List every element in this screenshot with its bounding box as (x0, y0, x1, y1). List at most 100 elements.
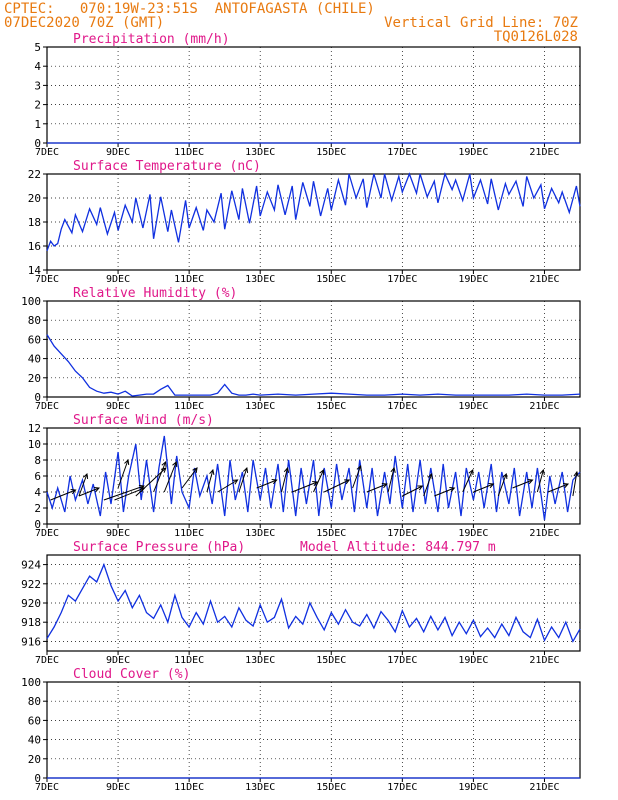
wind-arrow (256, 479, 277, 489)
y-tick-label: 14 (28, 264, 42, 277)
y-tick-label: 22 (28, 168, 41, 181)
y-tick-label: 5 (34, 41, 41, 54)
wind-arrow (238, 467, 248, 493)
wind-arrowhead (70, 489, 77, 495)
x-tick-label: 19DEC (458, 655, 488, 666)
series-line (46, 435, 581, 521)
panel-frame (46, 46, 581, 144)
wind-arrow (181, 467, 198, 489)
x-tick-label: 11DEC (174, 401, 204, 412)
y-tick-label: 18 (28, 216, 41, 229)
wind-arrow (512, 479, 533, 489)
y-tick-label: 100 (21, 676, 41, 689)
wind-arrowhead (390, 466, 396, 473)
wind-arrowhead (539, 468, 545, 475)
y-tick-label: 60 (28, 714, 41, 727)
x-tick-label: 13DEC (245, 147, 275, 158)
x-tick-label: 9DEC (106, 655, 130, 666)
header-line2: 07DEC2020 70Z (GMT) (4, 15, 164, 31)
y-tick-label: 6 (34, 470, 41, 483)
wind-arrow (366, 483, 387, 493)
wind-arrow (78, 473, 88, 497)
wind-arrow (536, 469, 544, 493)
wind-arrow (281, 467, 289, 493)
y-tick-label: 8 (34, 454, 41, 467)
x-tick-label: 15DEC (316, 528, 346, 539)
panel-frame (46, 554, 581, 652)
panel-frame (46, 300, 581, 398)
y-tick-label: 20 (28, 192, 41, 205)
x-tick-label: 17DEC (387, 274, 417, 285)
wind-arrow (117, 459, 129, 489)
wind-arrow (291, 481, 318, 493)
y-tick-label: 922 (21, 578, 41, 591)
x-tick-label: 9DEC (106, 274, 130, 285)
x-tick-label: 13DEC (245, 655, 275, 666)
y-tick-label: 100 (21, 295, 41, 308)
wind-arrow (163, 461, 177, 493)
wind-arrowhead (319, 468, 325, 476)
wind-arrowhead (209, 468, 215, 475)
x-tick-label: 9DEC (106, 782, 130, 793)
wind-arrow (473, 483, 494, 493)
panel-annotation: Model Altitude: 844.797 m (300, 540, 496, 555)
panel-title: Cloud Cover (%) (73, 667, 190, 682)
x-tick-label: 11DEC (174, 147, 204, 158)
y-tick-label: 40 (28, 353, 41, 366)
wind-arrowhead (312, 481, 319, 487)
x-tick-label: 7DEC (35, 401, 59, 412)
wind-arrow (402, 485, 423, 497)
wind-arrow (217, 479, 238, 493)
wind-arrowhead (232, 479, 239, 485)
wind-arrowhead (417, 485, 424, 491)
wind-arrowhead (344, 479, 351, 485)
x-tick-label: 11DEC (174, 274, 204, 285)
panel-title: Surface Pressure (hPa) (73, 540, 245, 555)
series-line (46, 172, 581, 252)
x-tick-label: 17DEC (387, 782, 417, 793)
wind-arrowhead (356, 464, 362, 472)
panel-frame (46, 681, 581, 779)
wind-arrowhead (488, 483, 495, 489)
x-tick-label: 13DEC (245, 274, 275, 285)
wind-arrow (153, 461, 167, 493)
wind-arrowhead (271, 479, 278, 485)
wind-arrowhead (562, 483, 570, 489)
x-tick-label: 19DEC (458, 401, 488, 412)
y-tick-label: 16 (28, 240, 41, 253)
x-tick-label: 15DEC (316, 147, 346, 158)
x-tick-label: 11DEC (174, 655, 204, 666)
y-tick-label: 20 (28, 372, 41, 385)
x-tick-label: 9DEC (106, 528, 130, 539)
y-tick-label: 12 (28, 422, 41, 435)
y-tick-label: 20 (28, 753, 41, 766)
wind-arrow (387, 467, 395, 493)
x-tick-label: 7DEC (35, 528, 59, 539)
panel-frame (46, 427, 581, 525)
x-tick-label: 9DEC (106, 401, 130, 412)
series-line (46, 562, 581, 643)
y-tick-label: 0 (34, 518, 41, 531)
x-tick-label: 13DEC (245, 782, 275, 793)
wind-arrowhead (192, 467, 198, 474)
x-tick-label: 21DEC (529, 147, 559, 158)
panel-title: Precipitation (mm/h) (73, 32, 230, 47)
x-tick-label: 21DEC (529, 528, 559, 539)
x-tick-label: 17DEC (387, 147, 417, 158)
x-tick-label: 17DEC (387, 401, 417, 412)
panel-frame (46, 173, 581, 271)
y-tick-label: 0 (34, 772, 41, 785)
wind-arrowhead (502, 472, 508, 480)
y-tick-label: 80 (28, 314, 41, 327)
wind-arrow (114, 487, 145, 501)
wind-arrowhead (573, 470, 579, 477)
x-tick-label: 13DEC (245, 401, 275, 412)
y-tick-label: 918 (21, 616, 41, 629)
wind-arrow (497, 473, 507, 497)
x-tick-label: 19DEC (458, 782, 488, 793)
y-tick-label: 916 (21, 635, 41, 648)
x-tick-label: 19DEC (458, 528, 488, 539)
wind-arrowhead (468, 468, 474, 476)
x-tick-label: 13DEC (245, 528, 275, 539)
